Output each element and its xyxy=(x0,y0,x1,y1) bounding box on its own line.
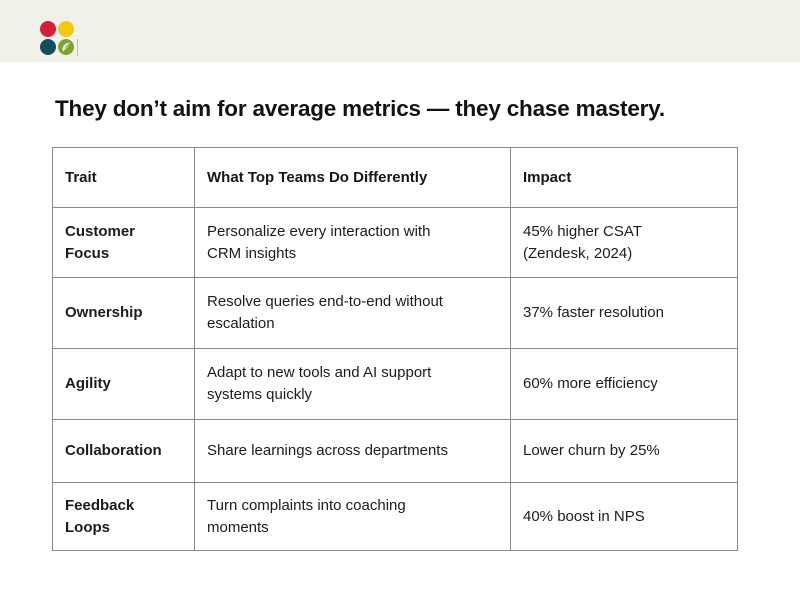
leaf-icon xyxy=(62,42,71,52)
trait-cell: Collaboration xyxy=(52,419,195,483)
header-trait: Trait xyxy=(52,147,195,208)
trait-cell: Customer Focus xyxy=(52,207,195,278)
table-row: Agility Adapt to new tools and AI suppor… xyxy=(52,348,738,420)
action-cell: Personalize every interaction with CRM i… xyxy=(194,207,511,278)
action-cell: Resolve queries end-to-end without escal… xyxy=(194,277,511,349)
impact-cell: 37% faster resolution xyxy=(510,277,738,349)
logo-divider-line xyxy=(77,39,78,56)
table-row: Feedback Loops Turn complaints into coac… xyxy=(52,482,738,551)
impact-cell: Lower churn by 25% xyxy=(510,419,738,483)
action-cell: Share learnings across departments xyxy=(194,419,511,483)
logo-red-dot-icon xyxy=(40,21,56,37)
trait-cell: Ownership xyxy=(52,277,195,349)
impact-cell: 60% more efficiency xyxy=(510,348,738,420)
action-cell: Turn complaints into coaching moments xyxy=(194,482,511,551)
company-logo xyxy=(40,21,74,55)
trait-cell: Feedback Loops xyxy=(52,482,195,551)
trait-cell: Agility xyxy=(52,348,195,420)
slide-title: They don’t aim for average metrics — the… xyxy=(55,96,665,121)
impact-cell: 45% higher CSAT (Zendesk, 2024) xyxy=(510,207,738,278)
impact-cell: 40% boost in NPS xyxy=(510,482,738,551)
table-row: Customer Focus Personalize every interac… xyxy=(52,207,738,278)
header-impact: Impact xyxy=(510,147,738,208)
top-band xyxy=(0,0,800,62)
table-row: Collaboration Share learnings across dep… xyxy=(52,419,738,483)
logo-yellow-dot-icon xyxy=(58,21,74,37)
logo-green-leaf-dot-icon xyxy=(58,39,74,55)
logo-teal-dot-icon xyxy=(40,39,56,55)
action-cell: Adapt to new tools and AI support system… xyxy=(194,348,511,420)
traits-table: Trait What Top Teams Do Differently Impa… xyxy=(52,147,738,551)
table-header-row: Trait What Top Teams Do Differently Impa… xyxy=(52,147,738,208)
table-row: Ownership Resolve queries end-to-end wit… xyxy=(52,277,738,349)
header-what-top-teams-do: What Top Teams Do Differently xyxy=(194,147,511,208)
